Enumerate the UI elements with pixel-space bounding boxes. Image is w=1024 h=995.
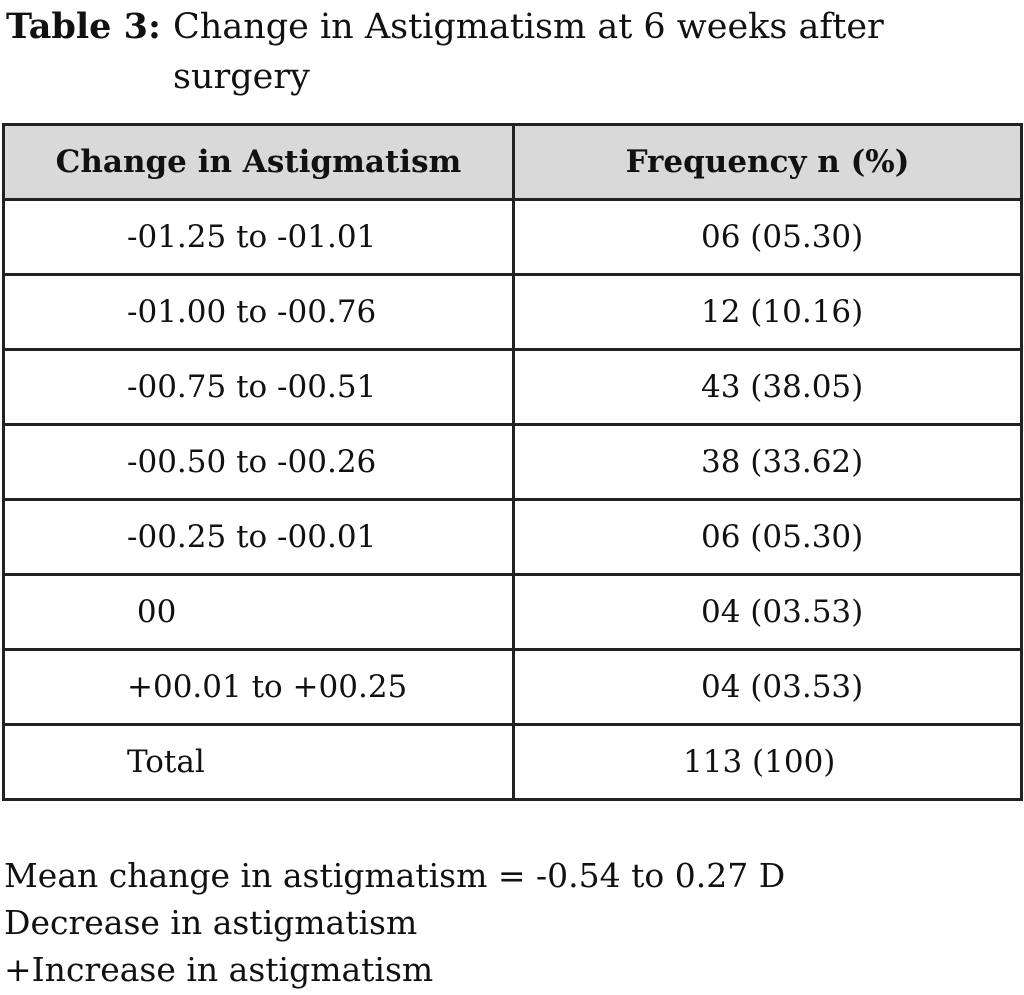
cell-range: -01.00 to -00.76 — [2, 273, 515, 351]
table-row: +00.01 to +00.25 04 (03.53) — [2, 648, 1023, 726]
astigmatism-table: Change in Astigmatism Frequency n (%) -0… — [2, 123, 1023, 801]
cell-range: -01.25 to -01.01 — [2, 198, 515, 276]
cell-frequency: 06 (05.30) — [512, 198, 1023, 276]
table-number: Table 3: — [6, 6, 161, 47]
table-title: Change in Astigmatism at 6 weeks after s… — [173, 7, 884, 97]
note-increase: +Increase in astigmatism — [4, 950, 434, 989]
cell-total-label: Total — [2, 723, 515, 801]
cell-frequency: 04 (03.53) — [512, 573, 1023, 651]
cell-frequency: 38 (33.62) — [512, 423, 1023, 501]
cell-frequency: 04 (03.53) — [512, 648, 1023, 726]
cell-frequency: 12 (10.16) — [512, 273, 1023, 351]
table-row: -00.75 to -00.51 43 (38.05) — [2, 348, 1023, 426]
cell-range: -00.75 to -00.51 — [2, 348, 515, 426]
table-row: -01.25 to -01.01 06 (05.30) — [2, 198, 1023, 276]
cell-range: 00 — [2, 573, 515, 651]
note-mean-change: Mean change in astigmatism = -0.54 to 0.… — [4, 856, 786, 895]
table-row: -01.00 to -00.76 12 (10.16) — [2, 273, 1023, 351]
cell-frequency: 43 (38.05) — [512, 348, 1023, 426]
cell-frequency: 06 (05.30) — [512, 498, 1023, 576]
column-header-change: Change in Astigmatism — [2, 123, 515, 201]
table-row: 00 04 (03.53) — [2, 573, 1023, 651]
header-row: Change in Astigmatism Frequency n (%) — [2, 123, 1023, 201]
note-decrease: Decrease in astigmatism — [4, 903, 418, 942]
cell-range: -00.25 to -00.01 — [2, 498, 515, 576]
cell-range: +00.01 to +00.25 — [2, 648, 515, 726]
cell-range: -00.50 to -00.26 — [2, 423, 515, 501]
total-row: Total 113 (100) — [2, 723, 1023, 801]
column-header-frequency: Frequency n (%) — [512, 123, 1023, 201]
table-row: -00.25 to -00.01 06 (05.30) — [2, 498, 1023, 576]
table-row: -00.50 to -00.26 38 (33.62) — [2, 423, 1023, 501]
cell-total-frequency: 113 (100) — [512, 723, 1023, 801]
table-notes: Mean change in astigmatism = -0.54 to 0.… — [4, 852, 785, 993]
